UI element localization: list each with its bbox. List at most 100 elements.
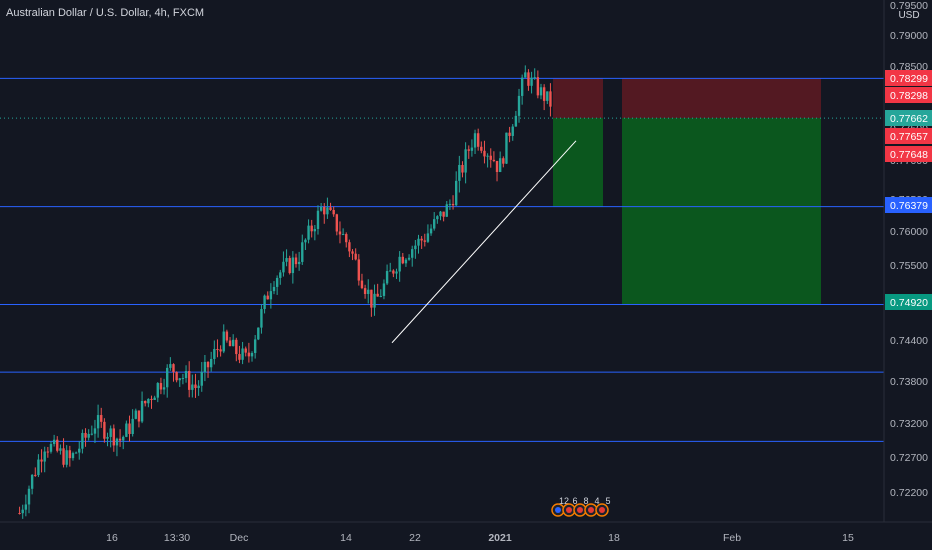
candle-body: [37, 459, 40, 476]
horizontal-levels[interactable]: [0, 77, 884, 442]
candle-body: [175, 372, 178, 381]
event-count: 5: [605, 496, 610, 506]
price-tick-label: 0.73800: [890, 376, 928, 388]
candle-body: [542, 87, 546, 101]
candle-body: [178, 378, 181, 381]
candle-body: [404, 259, 408, 264]
candle-body: [483, 150, 486, 157]
candle-body: [78, 448, 81, 453]
candle-body: [316, 210, 320, 229]
price-tag-label: 0.78298: [890, 90, 928, 102]
candle-body: [93, 428, 97, 434]
candle-body: [301, 242, 304, 262]
candle-body: [451, 203, 455, 206]
candle-body: [319, 206, 323, 211]
candlestick-series: [18, 65, 552, 519]
candle-body: [345, 234, 348, 243]
candle-body: [505, 132, 508, 164]
candle-body: [291, 257, 295, 274]
price-tag-label: 0.77662: [890, 113, 928, 125]
candle-body: [100, 415, 103, 422]
event-count: 8: [583, 496, 588, 506]
candle-body: [307, 225, 310, 240]
time-axis-ticks[interactable]: 16 13:30 Dec 14 22 2021 18 Feb 15: [106, 532, 854, 544]
price-tag-blue: [885, 197, 932, 213]
price-tag-label: 0.77657: [890, 131, 928, 143]
position-zones: [553, 78, 821, 305]
price-tick-label: 0.72200: [890, 487, 928, 499]
candle-body: [436, 216, 439, 220]
candle-body: [520, 77, 524, 96]
candle-body: [24, 504, 28, 510]
candle-body: [351, 251, 354, 254]
time-tick-label: Dec: [230, 532, 249, 544]
candle-body: [244, 348, 247, 353]
time-tick-label: 14: [340, 532, 352, 544]
candle-body: [414, 245, 417, 250]
candle-body: [166, 367, 169, 388]
candle-body: [225, 331, 229, 341]
candle-body: [439, 211, 442, 217]
take-profit-zone[interactable]: [553, 118, 603, 207]
price-tag-label: 0.76379: [890, 200, 928, 212]
candle-body: [209, 358, 213, 368]
candle-body: [448, 203, 452, 205]
candle-body: [285, 258, 288, 262]
price-tick-label: 0.74400: [890, 335, 928, 347]
candle-body: [527, 72, 530, 86]
stop-loss-zone[interactable]: [553, 78, 603, 119]
candle-body: [137, 410, 141, 422]
price-tag-red: [885, 70, 932, 86]
candle-body: [194, 384, 197, 389]
trendline[interactable]: [391, 140, 577, 344]
candle-body: [539, 87, 543, 96]
candle-body: [87, 433, 90, 438]
candle-body: [294, 257, 298, 265]
candle-body: [442, 211, 445, 217]
candle-body: [420, 238, 423, 241]
price-tag-green: [885, 294, 932, 310]
price-tag-red: [885, 87, 932, 103]
candle-body: [489, 155, 492, 160]
candle-body: [228, 340, 232, 347]
candle-body: [473, 133, 477, 148]
candle-body: [385, 271, 389, 284]
currency-label: USD: [898, 10, 919, 21]
candle-body: [498, 158, 502, 172]
candle-body: [153, 397, 156, 401]
candle-body: [172, 364, 175, 373]
candle-body: [348, 242, 351, 252]
candle-body: [508, 132, 511, 136]
candle-body: [461, 164, 464, 173]
price-tag-teal: [885, 110, 932, 126]
price-tag-label: 0.77648: [890, 149, 928, 161]
candle-body: [260, 309, 263, 328]
candle-body: [21, 509, 24, 514]
candle-body: [213, 349, 216, 359]
candle-body: [203, 361, 207, 373]
candle-body: [530, 77, 533, 86]
candle-body: [282, 261, 285, 273]
trendline-segment[interactable]: [391, 140, 577, 344]
candle-body: [241, 348, 244, 360]
flag-dot-icon: [577, 507, 583, 513]
candle-body: [144, 400, 147, 404]
time-tick-label: 13:30: [164, 532, 190, 544]
stop-loss-zone[interactable]: [622, 78, 821, 119]
event-count: 4: [594, 496, 599, 506]
price-tag-red: [885, 146, 932, 162]
candle-body: [257, 327, 260, 340]
candle-body: [184, 371, 188, 379]
event-count: 12: [559, 496, 569, 506]
take-profit-zone[interactable]: [622, 118, 821, 305]
candle-body: [458, 164, 461, 181]
candle-body: [392, 270, 395, 274]
candle-body: [373, 293, 376, 308]
candle-body: [125, 423, 128, 437]
economic-events[interactable]: 12 6 8 4 5: [551, 496, 611, 517]
candle-body: [219, 349, 222, 352]
candle-body: [140, 400, 144, 422]
candle-body: [279, 272, 282, 278]
candle-body: [389, 270, 392, 272]
